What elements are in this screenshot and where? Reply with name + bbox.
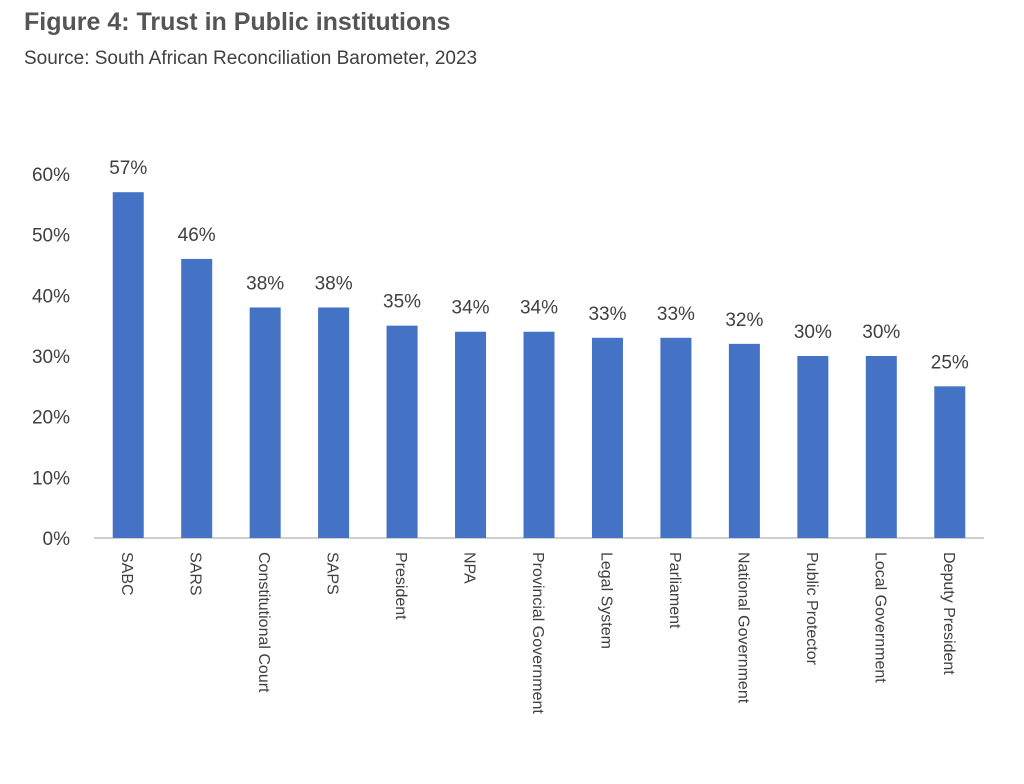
data-label: 34% (520, 298, 558, 319)
data-label: 35% (383, 292, 421, 313)
data-label: 34% (452, 298, 490, 319)
bar (934, 386, 966, 538)
data-label: 46% (178, 225, 216, 246)
bar (797, 356, 829, 538)
x-tick-label: Constitutional Court (255, 552, 272, 693)
x-tick-label: Local Government (871, 552, 888, 683)
x-tick-label: President (392, 552, 409, 620)
data-label: 30% (862, 322, 900, 343)
data-label: 33% (657, 304, 695, 325)
x-tick-label: Parliament (666, 552, 683, 629)
data-label: 30% (794, 322, 832, 343)
bar (455, 331, 487, 538)
x-tick-label: Legal System (597, 552, 614, 649)
bar (591, 337, 623, 538)
x-tick-label: Public Protector (803, 552, 820, 666)
x-tick-label: NPA (461, 552, 478, 584)
y-tick-label: 40% (32, 286, 70, 307)
x-tick-label: National Government (734, 552, 751, 704)
x-tick-label: Deputy President (940, 552, 957, 675)
bar (865, 356, 897, 538)
y-tick-label: 20% (32, 408, 70, 429)
bar (660, 337, 692, 538)
bar (728, 343, 760, 538)
y-tick-label: 50% (32, 226, 70, 247)
bar (318, 307, 350, 538)
chart-subtitle: Source: South African Reconciliation Bar… (24, 48, 478, 69)
bar (181, 258, 213, 538)
data-label: 32% (725, 310, 763, 331)
bar (249, 307, 281, 538)
bar (523, 331, 555, 538)
x-tick-label: SARS (187, 552, 204, 596)
x-tick-label: SABC (118, 552, 135, 596)
data-label: 38% (315, 273, 353, 294)
x-tick-label: SAPS (324, 552, 341, 595)
data-label: 33% (588, 304, 626, 325)
y-tick-label: 60% (32, 165, 70, 186)
y-tick-label: 10% (32, 468, 70, 489)
x-tick-label: Provincial Government (529, 552, 546, 714)
bar (386, 325, 418, 538)
data-label: 25% (931, 352, 969, 373)
chart-title: Figure 4: Trust in Public institutions (24, 8, 451, 36)
y-tick-label: 0% (43, 529, 71, 550)
y-tick-label: 30% (32, 347, 70, 368)
bar (112, 192, 144, 538)
data-label: 38% (246, 273, 284, 294)
data-label: 57% (109, 158, 147, 179)
